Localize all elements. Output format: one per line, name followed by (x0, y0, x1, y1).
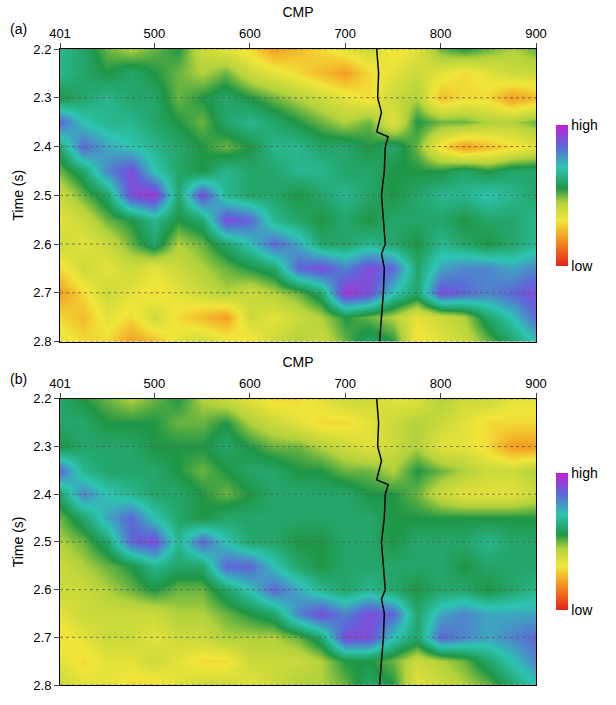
svg-text:2.8: 2.8 (33, 334, 51, 349)
svg-text:2.5: 2.5 (33, 188, 51, 203)
svg-text:2.8: 2.8 (33, 678, 51, 693)
svg-text:700: 700 (334, 376, 356, 391)
svg-text:high: high (571, 465, 597, 481)
svg-text:900: 900 (525, 376, 547, 391)
svg-text:700: 700 (334, 26, 356, 41)
svg-text:(b): (b) (10, 371, 27, 387)
svg-text:CMP: CMP (282, 354, 313, 370)
svg-text:800: 800 (430, 376, 452, 391)
svg-text:CMP: CMP (282, 4, 313, 20)
svg-text:2.5: 2.5 (33, 534, 51, 549)
svg-text:900: 900 (525, 26, 547, 41)
svg-text:Time (s): Time (s) (10, 170, 26, 221)
svg-text:800: 800 (430, 26, 452, 41)
svg-text:low: low (571, 258, 593, 274)
svg-text:2.2: 2.2 (33, 42, 51, 57)
svg-text:high: high (571, 117, 597, 133)
svg-text:500: 500 (144, 26, 166, 41)
svg-text:401: 401 (49, 26, 71, 41)
svg-text:2.2: 2.2 (33, 391, 51, 406)
svg-text:2.6: 2.6 (33, 237, 51, 252)
svg-text:2.7: 2.7 (33, 630, 51, 645)
svg-text:2.3: 2.3 (33, 90, 51, 105)
svg-text:2.3: 2.3 (33, 439, 51, 454)
svg-text:2.7: 2.7 (33, 285, 51, 300)
svg-text:low: low (571, 602, 593, 618)
svg-text:401: 401 (49, 376, 71, 391)
svg-text:600: 600 (239, 26, 261, 41)
svg-text:Time (s): Time (s) (10, 516, 26, 567)
svg-text:(a): (a) (10, 21, 27, 37)
svg-text:2.4: 2.4 (33, 487, 51, 502)
svg-text:2.6: 2.6 (33, 582, 51, 597)
svg-text:2.4: 2.4 (33, 139, 51, 154)
svg-text:500: 500 (144, 376, 166, 391)
svg-text:600: 600 (239, 376, 261, 391)
